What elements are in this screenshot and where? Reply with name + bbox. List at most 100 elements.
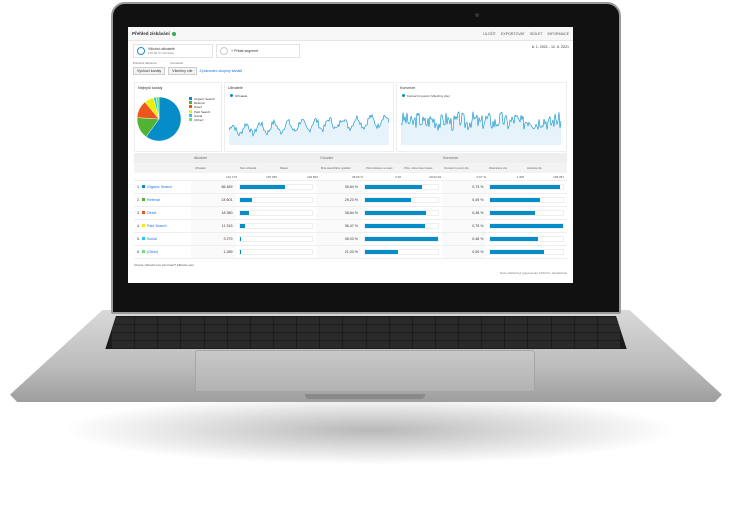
channel-link[interactable]: Social <box>147 237 157 241</box>
key <box>412 317 435 324</box>
key <box>366 325 389 332</box>
key <box>112 325 135 332</box>
column-header[interactable]: Prům. doba trvání relace <box>404 166 433 170</box>
camera <box>475 13 479 17</box>
key <box>505 325 528 332</box>
key <box>366 341 389 348</box>
key <box>482 325 505 332</box>
share-button[interactable]: SDÍLET <box>529 31 543 36</box>
dimension-select[interactable]: Výchozí kanály <box>133 67 166 75</box>
column-header[interactable]: Hodnota cíle <box>527 166 542 170</box>
key <box>135 325 158 332</box>
data-table: Akvizice Chování Konverze Uživatelé Noví už… <box>134 153 567 275</box>
key <box>343 317 366 324</box>
key <box>227 325 250 332</box>
key <box>551 341 574 348</box>
key <box>551 333 574 340</box>
column-header[interactable]: Konverzní poměr cíle <box>444 166 469 170</box>
segment-all-users[interactable]: Všichni uživatelé 100,00 % Uživatelé <box>133 44 213 58</box>
insights-button[interactable]: INFORMACE <box>547 31 569 36</box>
key <box>597 341 620 348</box>
legend-label: Konverzní poměr (Všechny cíle) <box>407 94 450 98</box>
add-icon <box>220 47 228 55</box>
channel-cell: 2. Referral <box>134 198 191 202</box>
column-header[interactable]: Uživatelé <box>195 166 206 170</box>
channel-link[interactable]: Referral <box>147 198 160 202</box>
pie-slice[interactable] <box>155 97 160 120</box>
bounce-bar <box>363 184 439 190</box>
page-title: Přehled získávání <box>132 31 170 36</box>
verified-icon <box>171 31 176 36</box>
date-range-picker[interactable]: 6. 1. 2021 - 12. 6. 2021 <box>531 45 569 49</box>
key <box>112 317 135 324</box>
channel-link[interactable]: Organic Search <box>147 185 172 189</box>
key <box>181 341 204 348</box>
key <box>297 341 320 348</box>
channel-cell: 3. Direct <box>134 211 191 215</box>
key <box>135 341 158 348</box>
key <box>250 341 273 348</box>
totals-row: 142 170 135 050 229 804 35,80 % 3,36 00:02:29… <box>134 173 567 181</box>
table-row: 4. Paid Search 11 515 36,47 % 0,75 % <box>134 220 567 233</box>
pie-slice[interactable] <box>145 97 181 141</box>
channel-swatch <box>142 211 145 214</box>
key <box>250 317 273 324</box>
laptop-lip <box>305 394 425 399</box>
footer-more-info[interactable]: Chcete zobrazit více informací? Klikněte… <box>134 263 195 267</box>
users-panel: Uživatelé Uživatelé <box>224 82 394 152</box>
key <box>112 333 135 340</box>
users-value: 3 279 <box>190 233 236 245</box>
total-value: 229 804 <box>307 174 318 179</box>
key <box>574 333 597 340</box>
key <box>204 341 227 348</box>
channel-swatch <box>142 237 145 240</box>
panel-title: Nejlepší kanály <box>138 86 163 90</box>
key <box>412 325 435 332</box>
bounce-bar <box>363 223 439 229</box>
key <box>459 341 482 348</box>
conversion-value: 0,75 % <box>441 220 487 232</box>
key <box>135 317 158 324</box>
pie-chart <box>137 97 181 141</box>
column-header[interactable]: Míra okamžitého opuštění <box>321 166 351 170</box>
save-button[interactable]: ULOŽIT <box>483 31 496 36</box>
table-row: 2. Referral 24 601 29,23 % 0,49 % <box>134 194 567 207</box>
group-conversions: Konverze <box>443 156 459 160</box>
key <box>459 333 482 340</box>
column-header[interactable]: Počet stránek na relaci <box>366 166 393 170</box>
total-value: 3,36 <box>395 174 401 179</box>
key <box>158 325 181 332</box>
conversion-select[interactable]: Všechny cíle <box>168 67 197 75</box>
channel-grouping-link[interactable]: Zpracování skupiny kanálů <box>199 69 243 73</box>
bounce-bar <box>363 236 439 242</box>
column-header[interactable]: Dokončené cíle <box>489 166 507 170</box>
line-series <box>400 111 562 131</box>
key <box>158 341 181 348</box>
laptop-shadow <box>60 395 680 465</box>
key <box>320 333 343 340</box>
conversion-value: 0,49 % <box>441 194 487 206</box>
row-number: 3. <box>137 211 140 215</box>
line-area <box>401 111 561 145</box>
key <box>158 317 181 324</box>
add-segment-button[interactable]: + Přidat segment <box>216 44 300 58</box>
users-value: 1 289 <box>190 246 236 258</box>
conversion-value: 0,73 % <box>441 181 487 193</box>
key <box>412 333 435 340</box>
channel-link[interactable]: (Other) <box>147 250 159 254</box>
key <box>273 325 297 332</box>
key <box>551 325 574 332</box>
table-row: 3. Direct 18 380 38,84 % 0,48 % <box>134 207 567 220</box>
trackpad <box>195 350 535 392</box>
group-acquisition: Akvizice <box>194 156 208 160</box>
export-button[interactable]: EXPORTOVAT <box>500 31 525 36</box>
segment-icon <box>137 47 145 55</box>
key <box>482 317 505 324</box>
row-number: 2. <box>137 198 140 202</box>
channel-link[interactable]: Direct <box>147 211 157 215</box>
legend-item: Referral <box>187 101 215 105</box>
column-header[interactable]: Noví uživatelé <box>240 166 257 170</box>
channel-link[interactable]: Paid Search <box>147 224 167 228</box>
key <box>297 325 320 332</box>
column-header[interactable]: Relace <box>280 166 289 170</box>
